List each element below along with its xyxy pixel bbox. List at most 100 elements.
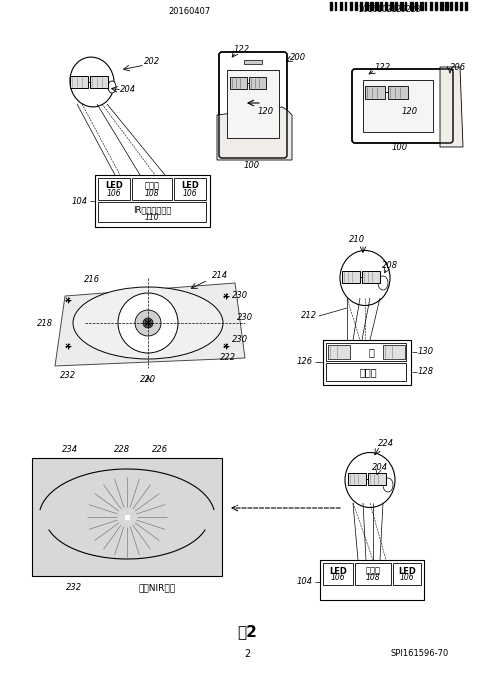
- Bar: [345, 2, 346, 10]
- Bar: [32, 458, 222, 576]
- Text: 120: 120: [402, 107, 418, 117]
- Text: 灯: 灯: [368, 347, 374, 357]
- Bar: [450, 2, 452, 10]
- Ellipse shape: [378, 276, 388, 290]
- Bar: [360, 2, 362, 10]
- Text: 230: 230: [232, 291, 248, 301]
- Bar: [340, 2, 342, 10]
- Bar: [330, 2, 332, 10]
- Bar: [445, 2, 448, 10]
- Bar: [388, 86, 408, 99]
- Polygon shape: [217, 107, 292, 160]
- Text: 106: 106: [330, 574, 345, 583]
- Bar: [380, 2, 381, 10]
- Bar: [375, 2, 377, 10]
- Bar: [465, 2, 467, 10]
- Bar: [323, 340, 411, 385]
- Text: 216: 216: [84, 276, 100, 285]
- Text: 成像器: 成像器: [359, 367, 377, 377]
- Text: LED: LED: [329, 566, 347, 576]
- Text: 122: 122: [234, 45, 250, 54]
- Bar: [98, 178, 130, 200]
- Bar: [326, 343, 406, 361]
- Bar: [460, 2, 462, 10]
- Bar: [90, 76, 108, 88]
- Text: 2016102129228: 2016102129228: [359, 5, 421, 14]
- Text: 128: 128: [418, 367, 434, 376]
- Bar: [320, 560, 424, 600]
- Text: 234: 234: [62, 445, 78, 454]
- Bar: [420, 2, 422, 10]
- Circle shape: [248, 138, 258, 148]
- Bar: [348, 473, 366, 485]
- Text: 232: 232: [66, 583, 82, 593]
- Bar: [440, 2, 443, 10]
- Text: 130: 130: [418, 348, 434, 356]
- Bar: [425, 2, 426, 10]
- Bar: [385, 2, 386, 10]
- Text: 226: 226: [152, 445, 168, 454]
- Bar: [227, 70, 279, 138]
- Text: LED: LED: [398, 566, 416, 576]
- Text: 212: 212: [301, 312, 317, 320]
- Polygon shape: [440, 67, 463, 147]
- Text: LED: LED: [181, 181, 199, 191]
- Bar: [430, 2, 432, 10]
- Bar: [355, 563, 391, 585]
- Circle shape: [135, 310, 161, 336]
- Text: 122: 122: [375, 64, 391, 73]
- Bar: [95, 175, 210, 227]
- Bar: [244, 60, 262, 64]
- Bar: [370, 2, 372, 10]
- Text: 200: 200: [290, 52, 306, 62]
- Bar: [368, 473, 386, 485]
- Bar: [415, 2, 416, 10]
- Bar: [410, 2, 412, 10]
- Text: 228: 228: [114, 445, 130, 454]
- Bar: [365, 2, 368, 10]
- Text: 20160407: 20160407: [169, 7, 211, 16]
- Polygon shape: [55, 283, 245, 366]
- FancyBboxPatch shape: [352, 69, 453, 143]
- Text: SPI161596-70: SPI161596-70: [391, 650, 449, 659]
- Text: 照明NIR图像: 照明NIR图像: [138, 583, 175, 593]
- Bar: [405, 2, 406, 10]
- Bar: [350, 2, 352, 10]
- Ellipse shape: [108, 81, 116, 93]
- Text: 2: 2: [244, 649, 250, 659]
- Bar: [230, 77, 247, 89]
- Ellipse shape: [340, 251, 390, 306]
- Ellipse shape: [345, 452, 395, 507]
- Bar: [132, 178, 172, 200]
- Text: 图2: 图2: [237, 625, 257, 640]
- Text: 100: 100: [392, 143, 408, 153]
- Bar: [125, 515, 130, 520]
- Text: 106: 106: [183, 189, 197, 198]
- Text: 208: 208: [382, 261, 398, 270]
- Text: 106: 106: [400, 574, 414, 583]
- Text: 成像器: 成像器: [145, 181, 160, 191]
- Bar: [393, 563, 421, 585]
- Ellipse shape: [73, 287, 223, 359]
- Text: 220: 220: [140, 375, 156, 384]
- Text: 108: 108: [366, 574, 380, 583]
- Text: 204: 204: [120, 86, 136, 94]
- Bar: [362, 271, 380, 283]
- Text: 232: 232: [60, 371, 76, 380]
- Bar: [363, 80, 433, 132]
- Bar: [342, 271, 360, 283]
- Text: 210: 210: [349, 236, 365, 244]
- Text: 206: 206: [450, 64, 466, 73]
- Circle shape: [118, 508, 136, 526]
- Text: LED: LED: [105, 181, 123, 191]
- Text: 110: 110: [145, 213, 159, 223]
- Bar: [98, 202, 206, 222]
- Text: 224: 224: [378, 439, 394, 447]
- Bar: [390, 2, 393, 10]
- Ellipse shape: [70, 57, 114, 107]
- Text: 230: 230: [232, 335, 248, 344]
- Text: 126: 126: [297, 358, 313, 367]
- FancyBboxPatch shape: [219, 52, 287, 158]
- Text: 204: 204: [372, 464, 388, 473]
- Circle shape: [85, 475, 169, 559]
